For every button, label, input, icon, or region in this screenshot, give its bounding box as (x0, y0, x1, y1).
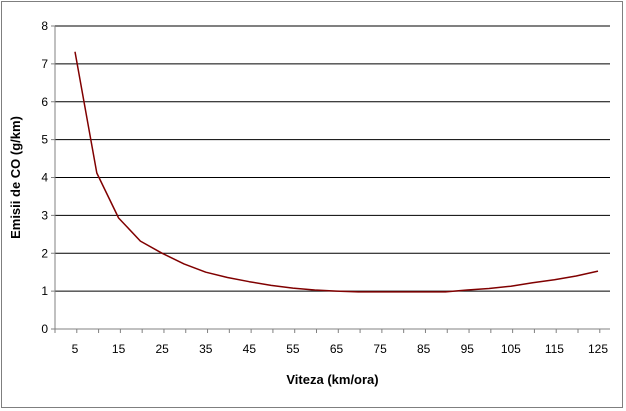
x-tick-label-125: 125 (588, 342, 608, 356)
x-tick-label-85: 85 (417, 342, 431, 356)
y-tick-label-7: 7 (41, 57, 48, 71)
series-layer (74, 51, 599, 293)
series-line (74, 51, 599, 293)
x-axis-title: Viteza (km/ora) (286, 372, 378, 387)
y-tick-label-3: 3 (41, 208, 48, 222)
x-tick-label-95: 95 (461, 342, 475, 356)
x-tick-label-15: 15 (112, 342, 126, 356)
x-tick-label-35: 35 (199, 342, 213, 356)
y-tick-label-8: 8 (41, 19, 48, 33)
y-tick-label-6: 6 (41, 95, 48, 109)
y-axis-title: Emisii de CO (g/km) (8, 116, 23, 239)
x-tick-label-75: 75 (373, 342, 387, 356)
y-tick-label-4: 4 (41, 171, 48, 185)
x-tick-label-25: 25 (155, 342, 169, 356)
y-tick-label-5: 5 (41, 133, 48, 147)
x-tick-label-5: 5 (72, 342, 79, 356)
x-tick-label-115: 115 (545, 342, 564, 356)
x-tick-label-105: 105 (501, 342, 521, 356)
y-tick-label-2: 2 (41, 246, 48, 260)
y-tick-label-0: 0 (41, 322, 48, 336)
x-tick-label-55: 55 (286, 342, 300, 356)
axes (51, 25, 610, 333)
y-tick-label-1: 1 (41, 284, 48, 298)
x-tick-label-45: 45 (243, 342, 257, 356)
gridlines (55, 25, 610, 292)
x-tick-label-65: 65 (330, 342, 344, 356)
